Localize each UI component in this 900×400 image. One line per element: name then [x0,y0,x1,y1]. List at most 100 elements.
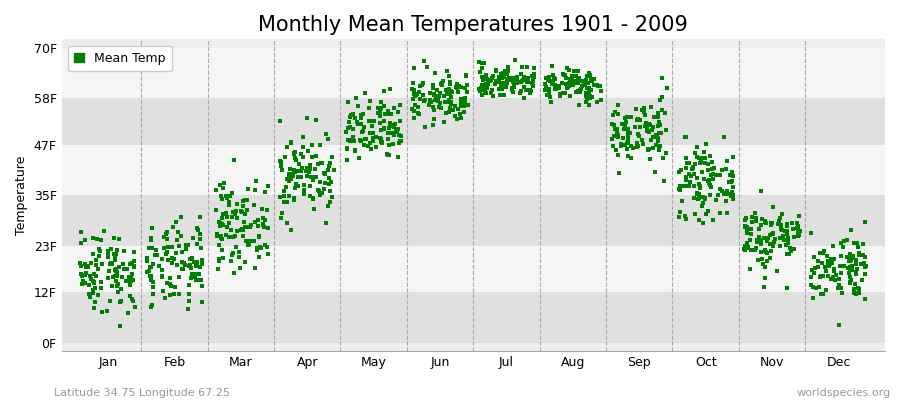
Point [347,148,362,154]
Point [843,280,858,286]
Point [562,83,576,90]
Point [816,250,831,256]
Point [381,136,395,142]
Point [365,123,380,130]
Point [165,254,179,261]
Point [781,236,796,243]
Point [240,186,255,192]
Point [232,249,247,256]
Point [709,172,724,179]
Point [523,90,537,96]
Point [644,127,659,133]
Point [226,208,240,215]
Point [791,213,806,220]
Point [142,272,157,279]
Point [849,257,863,264]
Point [827,268,842,274]
Point [212,219,227,225]
Point [824,276,839,282]
Point [851,244,866,250]
Point [310,174,324,180]
Point [230,214,244,221]
Point [78,261,93,268]
Point [321,203,336,209]
Point [590,99,604,105]
Point [842,274,857,280]
Point [122,274,136,281]
Point [162,274,176,281]
Point [580,73,595,79]
Point [587,82,601,88]
Point [346,138,360,144]
Point [821,272,835,279]
Point [429,93,444,99]
Point [296,187,310,194]
Point [346,125,360,132]
Point [297,191,311,197]
Point [457,109,472,115]
Point [374,136,388,142]
Point [287,154,302,161]
Point [92,252,106,259]
Point [571,68,585,74]
Point [274,158,288,165]
Point [679,165,693,172]
Point [610,102,625,108]
Point [777,237,791,243]
Point [649,132,663,138]
Point [774,226,788,232]
Point [507,84,521,90]
Point [374,98,388,105]
Point [309,153,323,160]
Point [325,153,339,160]
Point [483,77,498,84]
Point [763,255,778,262]
Point [749,245,763,251]
Point [182,290,196,297]
Point [160,244,175,250]
Point [685,165,699,172]
Point [486,92,500,99]
Point [302,148,316,155]
Point [123,274,138,281]
Point [846,253,860,260]
Point [748,210,762,216]
Point [698,160,713,166]
Point [700,208,715,214]
Point [473,85,488,91]
Point [357,136,372,143]
Point [816,248,831,254]
Point [856,252,870,258]
Point [489,68,503,74]
Point [811,258,825,264]
Point [575,77,590,84]
Point [300,172,314,179]
Point [500,80,514,86]
Point [127,264,141,271]
Point [439,90,454,97]
Point [630,143,644,150]
Point [113,286,128,292]
Point [175,259,189,265]
Point [365,138,380,144]
Point [212,223,227,229]
Point [686,165,700,171]
Point [698,141,713,147]
Point [388,121,402,128]
Point [582,92,597,99]
Point [644,136,658,143]
Point [88,262,103,268]
Point [760,258,775,264]
Point [313,160,328,166]
Point [758,264,772,270]
Point [477,85,491,91]
Point [351,154,365,161]
Point [121,310,135,316]
Point [250,244,265,251]
Point [340,125,355,132]
Point [324,194,338,201]
Point [215,236,230,243]
Point [302,169,316,175]
Title: Monthly Mean Temperatures 1901 - 2009: Monthly Mean Temperatures 1901 - 2009 [258,15,688,35]
Point [806,295,820,301]
